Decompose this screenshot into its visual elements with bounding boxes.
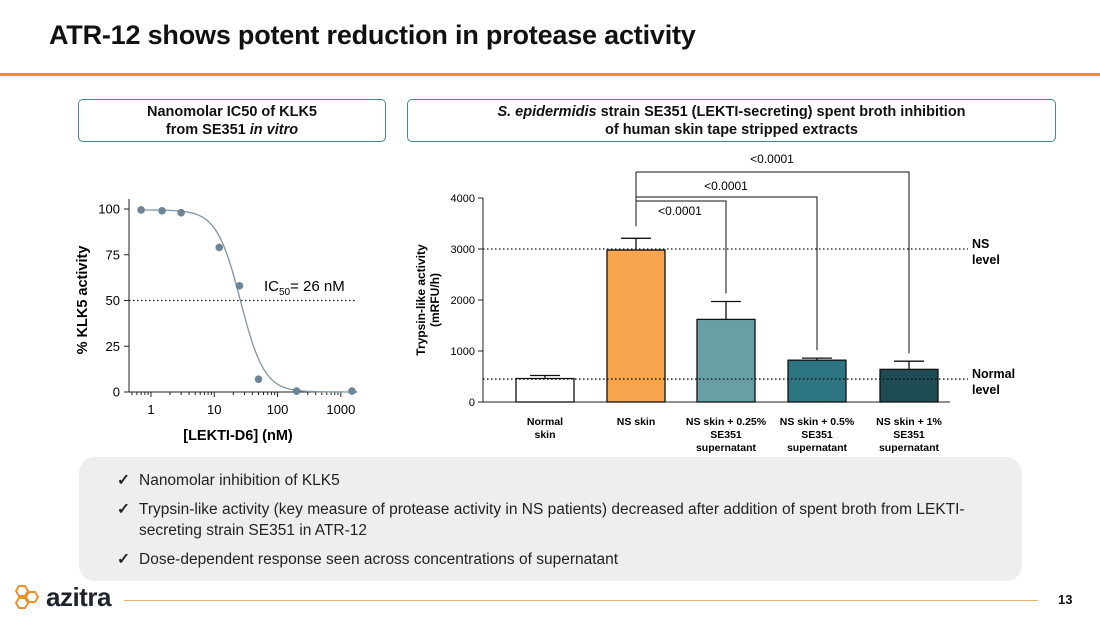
trypsin-category-label: Normal — [527, 416, 563, 428]
broth-header-line2: of human skin tape stripped extracts — [604, 121, 858, 138]
trypsin-reference-label: level — [972, 383, 1000, 397]
trypsin-bar — [696, 318, 756, 403]
broth-header-line1: S. epidermidis strain SE351 (LEKTI-secre… — [497, 103, 966, 120]
species-italic: S. epidermidis — [497, 103, 597, 120]
ic50-y-tick-label: 0 — [113, 385, 120, 400]
ic50-x-tick-label: 1 — [147, 402, 154, 417]
significance-bracket — [636, 196, 818, 351]
ic50-y-tick-label: 50 — [106, 293, 120, 308]
ic50-data-point — [254, 375, 263, 383]
footer-divider — [124, 600, 1038, 601]
trypsin-bar — [515, 377, 575, 403]
trypsin-category-label: SE351 — [893, 429, 925, 441]
ic50-data-point — [158, 207, 166, 215]
ic50-data-point — [292, 387, 301, 395]
finding-item: ✓ Trypsin-like activity (key measure of p… — [117, 501, 965, 539]
ic50-x-tick-label: 100 — [267, 402, 289, 417]
ic50-data-point — [348, 387, 356, 395]
key-findings-panel: ✓ Nanomolar inhibition of KLK5 ✓ Trypsin-l… — [79, 457, 1022, 581]
trypsin-category-label: NS skin + 0.25% — [686, 416, 767, 428]
trypsin-y-tick-label: 3000 — [451, 244, 475, 256]
trypsin-category-label: SE351 — [710, 429, 742, 441]
ic50-data-point — [215, 243, 224, 252]
trypsin-category-label: supernatant — [879, 442, 940, 454]
ic50-header-line1: Nanomolar IC50 of KLK5 — [147, 103, 317, 120]
slide-title: ATR-12 shows potent reduction in proteas… — [49, 20, 696, 50]
checkmark-icon: ✓ — [117, 551, 130, 568]
ic50-x-axis-label: [LEKTI-D6] (nM) — [183, 428, 293, 444]
significance-bracket — [636, 171, 910, 354]
ic50-header-line2: from SE351 in vitro — [165, 121, 299, 138]
significance-label: <0.0001 — [750, 152, 794, 166]
trypsin-y-axis-label: (mRFU/h) — [428, 273, 442, 327]
ic50-y-axis-label: % KLK5 activity — [75, 246, 91, 355]
ic50-header-italic: in vitro — [249, 121, 299, 138]
trypsin-y-tick-label: 2000 — [451, 295, 475, 307]
trypsin-category-label: SE351 — [801, 429, 833, 441]
ic50-x-tick-label: 10 — [207, 402, 221, 417]
ic50-annotation: IC50= 26 nM — [264, 278, 345, 298]
checkmark-icon: ✓ — [117, 472, 130, 489]
trypsin-reference-label: NS — [972, 237, 989, 251]
trypsin-y-axis-label: Trypsin-like activity — [414, 244, 428, 356]
ic50-y-tick-label: 75 — [106, 247, 120, 262]
ic50-header-box: Nanomolar IC50 of KLK5 from SE351 in vit… — [78, 99, 386, 142]
azitra-logo-icon — [14, 585, 40, 609]
ic50-y-tick-label: 25 — [106, 339, 120, 354]
trypsin-y-tick-label: 1000 — [451, 346, 475, 358]
trypsin-category-label: NS skin + 0.5% — [780, 416, 855, 428]
title-divider — [0, 73, 1100, 76]
trypsin-category-label: supernatant — [787, 442, 848, 454]
ic50-x-tick-label: 1000 — [326, 402, 355, 417]
azitra-logo-text: azitra — [46, 582, 111, 612]
trypsin-y-tick-label: 4000 — [451, 193, 475, 205]
trypsin-category-label: NS skin — [617, 416, 656, 428]
finding-item: ✓ Nanomolar inhibition of KLK5 — [117, 472, 340, 489]
page-number: 13 — [1058, 592, 1073, 607]
significance-label: <0.0001 — [704, 179, 748, 193]
trypsin-bar — [606, 249, 666, 403]
trypsin-reference-label: Normal — [972, 367, 1015, 381]
trypsin-bar — [787, 359, 847, 403]
trypsin-category-label: NS skin + 1% — [876, 416, 942, 428]
significance-label: <0.0001 — [658, 204, 702, 218]
ic50-data-point — [235, 282, 244, 290]
ic50-data-point — [177, 208, 185, 217]
finding-item: ✓ Dose-dependent response seen across con… — [117, 551, 619, 568]
trypsin-reference-label: level — [972, 253, 1000, 267]
trypsin-bar — [879, 368, 939, 403]
ic50-fit-curve — [141, 209, 352, 393]
trypsin-y-tick-label: 0 — [469, 397, 475, 409]
ic50-y-tick-label: 100 — [98, 202, 120, 217]
trypsin-category-label: supernatant — [696, 442, 757, 454]
significance-bracket — [636, 200, 727, 294]
trypsin-category-label: skin — [534, 429, 555, 441]
checkmark-icon: ✓ — [117, 501, 130, 518]
broth-header-box: S. epidermidis strain SE351 (LEKTI-secre… — [407, 99, 1056, 142]
ic50-data-point — [137, 206, 145, 214]
